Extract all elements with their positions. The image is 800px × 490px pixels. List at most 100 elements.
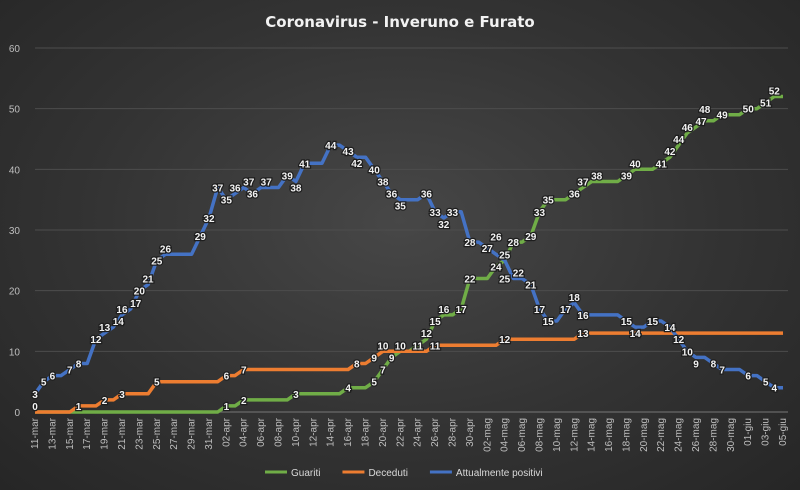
data-label: 7 xyxy=(67,366,73,377)
data-label: 42 xyxy=(351,159,363,170)
x-tick-label: 13-mar xyxy=(47,417,58,449)
legend-label: Attualmente positivi xyxy=(456,468,543,479)
x-tick-label: 30-mag xyxy=(726,418,737,452)
data-label: 14 xyxy=(630,329,642,340)
data-label: 17 xyxy=(130,299,142,310)
data-label: 5 xyxy=(41,378,47,389)
x-tick-label: 02-mag xyxy=(482,418,493,452)
data-label: 32 xyxy=(438,220,450,231)
x-tick-label: 28-mag xyxy=(708,418,719,452)
data-label: 10 xyxy=(395,341,407,352)
data-label: 48 xyxy=(699,105,711,116)
data-label: 41 xyxy=(656,159,668,170)
x-tick-label: 29-mar xyxy=(187,417,198,449)
x-tick-label: 26-apr xyxy=(430,417,441,447)
x-axis: 11-mar 13-mar 15-mar 17-mar 19-mar 21-mar 23-m… xyxy=(30,417,789,452)
data-label: 40 xyxy=(630,159,642,170)
data-label: 5 xyxy=(763,378,769,389)
series-line-deceduti xyxy=(35,331,783,414)
data-label: 11 xyxy=(412,341,423,352)
data-label: 0 xyxy=(32,402,38,413)
data-label: 28 xyxy=(508,238,520,249)
y-tick-label: 0 xyxy=(14,408,20,419)
x-tick-label: 16-apr xyxy=(343,417,354,447)
data-label: 7 xyxy=(241,366,247,377)
data-label: 4 xyxy=(345,384,351,395)
data-label: 18 xyxy=(569,293,581,304)
y-tick-label: 40 xyxy=(9,165,21,176)
data-label: 44 xyxy=(673,135,685,146)
legend-label: Deceduti xyxy=(368,468,407,479)
x-tick-label: 22-mag xyxy=(656,418,667,452)
x-tick-label: 23-mar xyxy=(134,417,145,449)
data-label: 15 xyxy=(647,317,659,328)
data-label: 28 xyxy=(464,238,476,249)
data-label: 24 xyxy=(490,262,502,273)
data-label: 1 xyxy=(224,402,230,413)
data-label: 4 xyxy=(772,384,778,395)
data-label: 44 xyxy=(325,141,337,152)
data-label: 1 xyxy=(76,402,82,413)
data-label: 43 xyxy=(343,147,355,158)
x-tick-label: 26-mag xyxy=(691,418,702,452)
data-label: 32 xyxy=(203,214,215,225)
x-tick-label: 08-mag xyxy=(534,418,545,452)
data-label: 26 xyxy=(490,232,502,243)
data-label: 47 xyxy=(695,117,707,128)
y-tick-label: 30 xyxy=(9,226,21,237)
data-label: 8 xyxy=(711,359,717,370)
data-label: 9 xyxy=(389,353,395,364)
data-label: 52 xyxy=(769,87,781,98)
data-label: 5 xyxy=(154,378,160,389)
x-tick-label: 17-mar xyxy=(82,417,93,449)
data-label: 33 xyxy=(534,208,546,219)
x-tick-label: 06-mag xyxy=(517,418,528,452)
data-label: 37 xyxy=(261,178,273,189)
data-label: 51 xyxy=(760,99,772,110)
x-tick-label: 18-apr xyxy=(361,417,372,447)
x-tick-label: 30-apr xyxy=(465,417,476,447)
data-label: 42 xyxy=(664,147,676,158)
x-tick-label: 28-apr xyxy=(447,417,458,447)
data-label: 13 xyxy=(99,323,111,334)
x-tick-label: 20-mag xyxy=(639,418,650,452)
data-label: 12 xyxy=(673,335,685,346)
data-label: 20 xyxy=(134,287,146,298)
x-tick-label: 20-apr xyxy=(378,417,389,447)
data-label: 8 xyxy=(354,359,360,370)
data-label: 3 xyxy=(293,390,299,401)
data-label: 36 xyxy=(247,190,259,201)
x-tick-label: 19-mar xyxy=(100,417,111,449)
data-label: 38 xyxy=(591,171,603,182)
chart-title: Coronavirus - Inveruno e Furato xyxy=(265,13,534,31)
data-label: 38 xyxy=(377,177,389,188)
x-tick-label: 18-mag xyxy=(621,418,632,452)
data-label: 38 xyxy=(290,183,302,194)
x-tick-label: 21-mar xyxy=(117,417,128,449)
data-label: 6 xyxy=(50,372,56,383)
data-label: 21 xyxy=(143,275,155,286)
gridlines xyxy=(35,47,788,413)
data-label: 41 xyxy=(299,159,311,170)
data-label: 7 xyxy=(719,366,725,377)
data-label: 36 xyxy=(421,190,433,201)
data-label: 25 xyxy=(499,274,511,285)
data-label: 26 xyxy=(160,244,172,255)
data-label: 33 xyxy=(430,208,442,219)
data-label: 39 xyxy=(282,171,294,182)
y-axis: 0 10 20 30 40 50 60 xyxy=(9,44,21,419)
data-label: 16 xyxy=(438,305,450,316)
x-tick-label: 14-mag xyxy=(587,418,598,452)
data-label: 49 xyxy=(717,111,729,122)
data-label: 50 xyxy=(743,105,755,116)
data-label: 14 xyxy=(113,317,125,328)
data-label: 5 xyxy=(371,378,377,389)
data-label: 40 xyxy=(369,165,381,176)
series-lines xyxy=(33,94,783,414)
series-line-attualmente-positivi xyxy=(33,143,783,395)
data-label: 15 xyxy=(543,317,555,328)
data-label: 17 xyxy=(456,305,468,316)
data-label: 39 xyxy=(621,171,633,182)
data-label: 9 xyxy=(371,353,377,364)
